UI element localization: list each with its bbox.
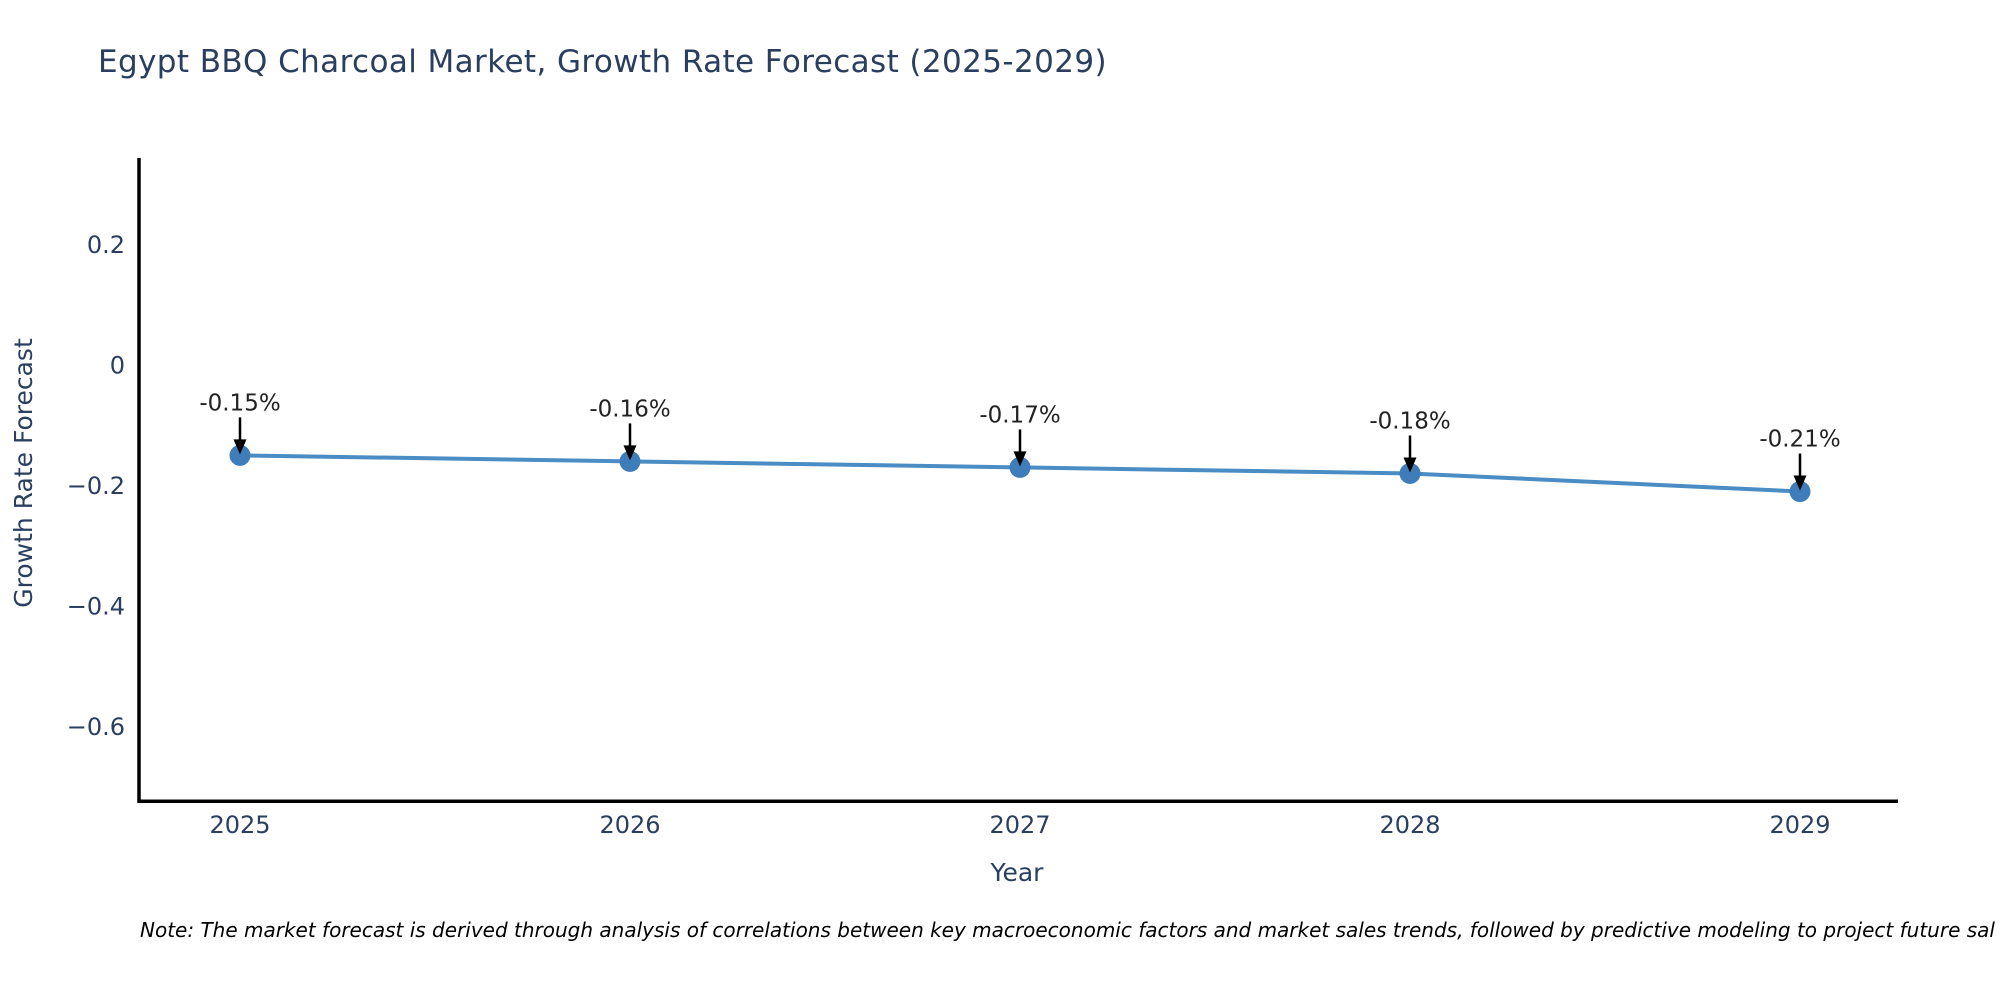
annotation-label: -0.16% bbox=[589, 396, 670, 422]
y-axis-tick-label: 0.2 bbox=[87, 231, 125, 259]
annotation-arrow-head bbox=[233, 439, 247, 455]
footnote: Note: The market forecast is derived thr… bbox=[140, 918, 1995, 942]
annotation-arrow-head bbox=[623, 445, 637, 461]
chart-title: Egypt BBQ Charcoal Market, Growth Rate F… bbox=[98, 44, 1107, 80]
x-axis-tick-label: 2025 bbox=[209, 811, 270, 839]
annotation-label: -0.17% bbox=[979, 402, 1060, 428]
data-point-marker bbox=[1399, 462, 1421, 484]
y-axis-tick-label: −0.4 bbox=[67, 593, 125, 621]
annotation-arrow-head bbox=[1013, 451, 1027, 467]
x-axis-tick-label: 2028 bbox=[1379, 811, 1440, 839]
data-point-marker bbox=[1789, 481, 1811, 503]
axis-spines bbox=[137, 158, 1898, 803]
y-axis-tick-label: −0.6 bbox=[67, 713, 125, 741]
annotation-label: -0.18% bbox=[1369, 408, 1450, 434]
annotation-label: -0.15% bbox=[199, 390, 280, 416]
x-axis-tick-label: 2027 bbox=[989, 811, 1050, 839]
annotation-label: -0.21% bbox=[1759, 427, 1840, 453]
y-axis-title: Growth Rate Forecast bbox=[9, 338, 38, 608]
x-axis-title: Year bbox=[990, 858, 1045, 887]
data-point-marker bbox=[619, 450, 641, 472]
y-axis-tick-label: 0 bbox=[110, 352, 125, 380]
x-axis-tick-label: 2029 bbox=[1769, 811, 1830, 839]
data-point-marker bbox=[229, 444, 251, 466]
annotation-arrow-head bbox=[1403, 457, 1417, 473]
data-point-marker bbox=[1009, 456, 1031, 478]
x-axis-tick-label: 2026 bbox=[599, 811, 660, 839]
y-axis-tick-label: −0.2 bbox=[67, 472, 125, 500]
annotation-arrow-head bbox=[1793, 475, 1807, 491]
